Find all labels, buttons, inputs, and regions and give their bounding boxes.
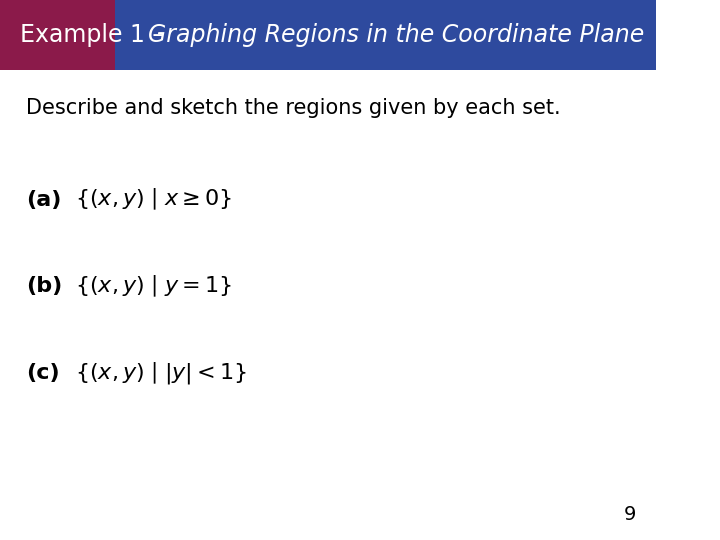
Text: (a): (a) (26, 190, 62, 210)
Text: (c): (c) (26, 362, 60, 383)
FancyBboxPatch shape (114, 0, 656, 70)
Text: $\{(x, y) \mid |y| < 1\}$: $\{(x, y) \mid |y| < 1\}$ (76, 360, 248, 386)
Text: Example 1 –: Example 1 – (19, 23, 171, 47)
FancyBboxPatch shape (0, 0, 114, 70)
Text: 9: 9 (624, 505, 636, 524)
Text: $\{(x, y) \mid y = 1\}$: $\{(x, y) \mid y = 1\}$ (76, 274, 233, 299)
Text: Describe and sketch the regions given by each set.: Describe and sketch the regions given by… (26, 98, 561, 118)
Text: $\{(x, y) \mid x \geq 0\}$: $\{(x, y) \mid x \geq 0\}$ (76, 187, 233, 212)
Text: Graphing Regions in the Coordinate Plane: Graphing Regions in the Coordinate Plane (148, 23, 644, 47)
Text: (b): (b) (26, 276, 63, 296)
